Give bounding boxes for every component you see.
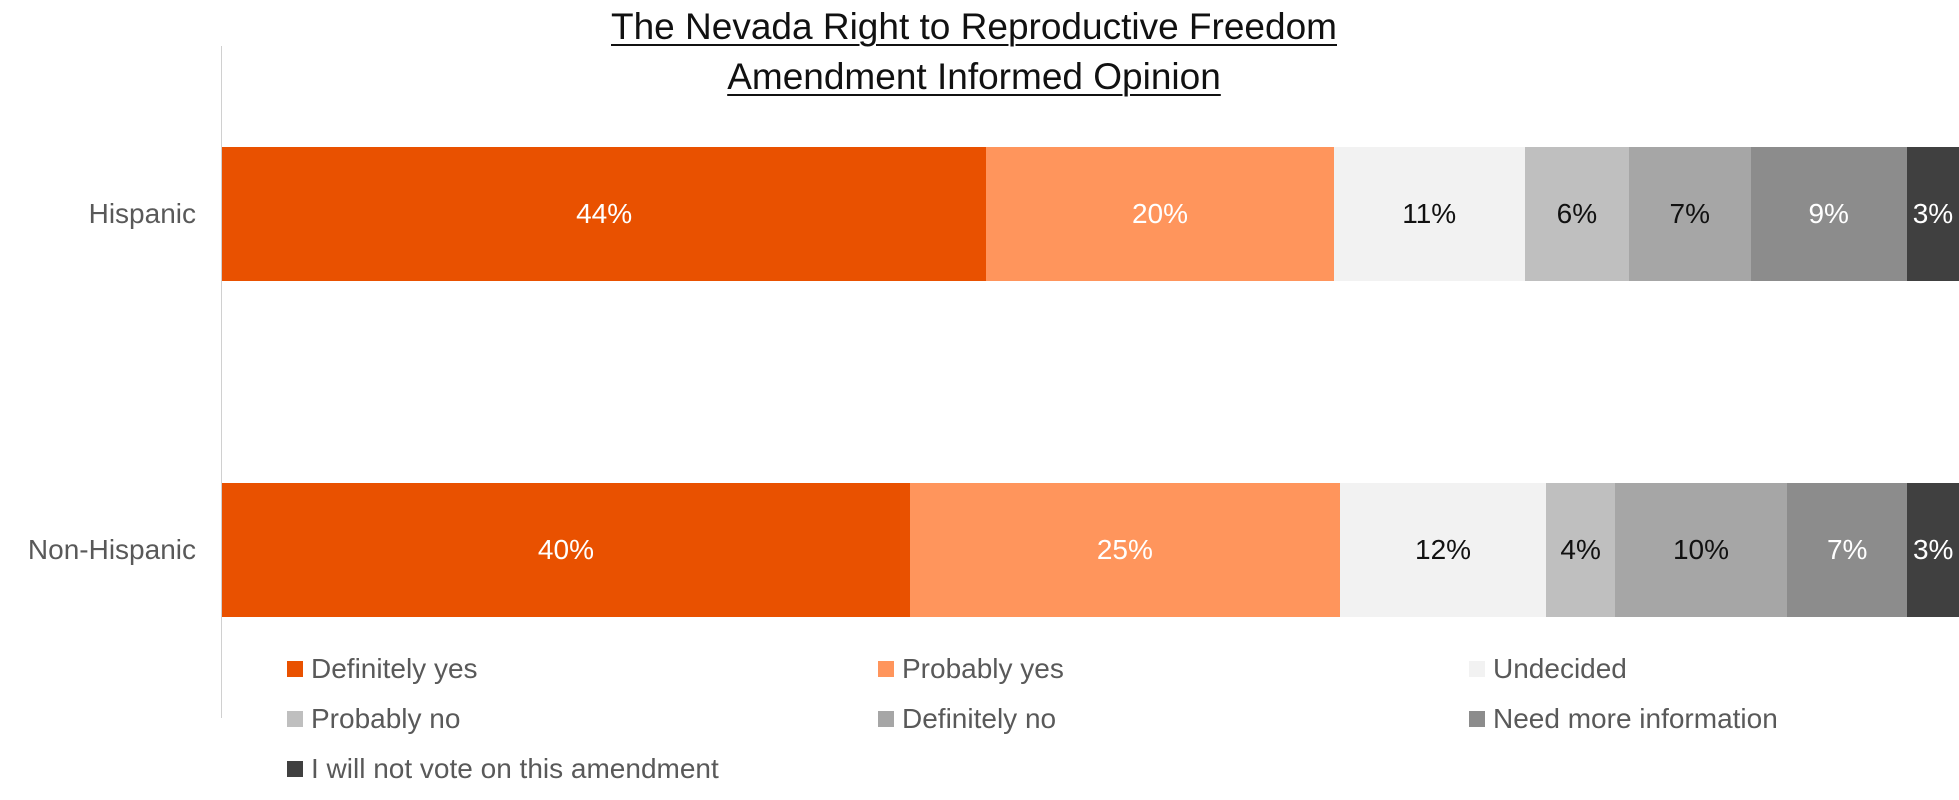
legend-item: I will not vote on this amendment — [287, 752, 719, 786]
legend-label: Need more information — [1493, 703, 1778, 734]
legend-swatch — [1469, 711, 1485, 727]
bar-segment — [986, 147, 1335, 281]
category-axis-line — [221, 46, 222, 718]
legend-swatch — [878, 661, 894, 677]
data-label: 40% — [537, 534, 594, 565]
legend-swatch — [287, 711, 303, 727]
data-label: 20% — [1131, 198, 1188, 229]
data-label: 7% — [1669, 198, 1710, 229]
bar-segment — [1787, 483, 1908, 617]
data-label: 25% — [1096, 534, 1153, 565]
bar-segment — [1524, 147, 1630, 281]
bar-segment — [222, 483, 911, 617]
bar-segment — [1907, 483, 1959, 617]
bar-segment — [1615, 483, 1788, 617]
bar-segment — [1333, 147, 1526, 281]
chart-title-line-2: Amendment Informed Opinion — [727, 56, 1221, 97]
data-label: 11% — [1402, 198, 1457, 229]
data-label: 9% — [1808, 198, 1849, 229]
legend-swatch — [1469, 661, 1485, 677]
data-label: 12% — [1415, 534, 1472, 565]
bar-segment — [222, 147, 987, 281]
legend-item: Probably no — [287, 702, 460, 736]
legend-swatch — [878, 711, 894, 727]
data-label: 44% — [576, 198, 633, 229]
legend-label: I will not vote on this amendment — [311, 753, 719, 784]
data-label: 7% — [1826, 534, 1868, 565]
legend-swatch — [287, 661, 303, 677]
data-label: 3% — [1912, 198, 1954, 229]
bar-segment — [1906, 147, 1959, 281]
bar-segment — [1750, 147, 1908, 281]
legend-item: Undecided — [1469, 652, 1627, 686]
bar-segment — [1546, 483, 1616, 617]
legend-item: Definitely no — [878, 702, 1056, 736]
legend-label: Probably yes — [902, 653, 1064, 684]
data-label: 10% — [1672, 534, 1730, 565]
category-label: Hispanic — [88, 198, 196, 229]
category-label: Non-Hispanic — [27, 534, 196, 565]
legend-label: Probably no — [311, 703, 461, 734]
bar-segment — [1339, 483, 1547, 617]
data-label: 4% — [1560, 534, 1601, 565]
legend-label: Definitely no — [902, 703, 1057, 734]
bar-segment — [1628, 147, 1752, 281]
legend-label: Undecided — [1493, 653, 1627, 684]
legend-item: Definitely yes — [287, 652, 478, 686]
legend-item: Probably yes — [878, 652, 1064, 686]
legend-item: Need more information — [1469, 702, 1778, 736]
bar-segment — [909, 483, 1341, 617]
legend-label: Definitely yes — [311, 653, 478, 684]
data-label: 3% — [1912, 534, 1954, 565]
data-label: 6% — [1556, 198, 1598, 229]
chart-title-line-1: The Nevada Right to Reproductive Freedom — [611, 6, 1337, 47]
legend-swatch — [287, 761, 303, 777]
